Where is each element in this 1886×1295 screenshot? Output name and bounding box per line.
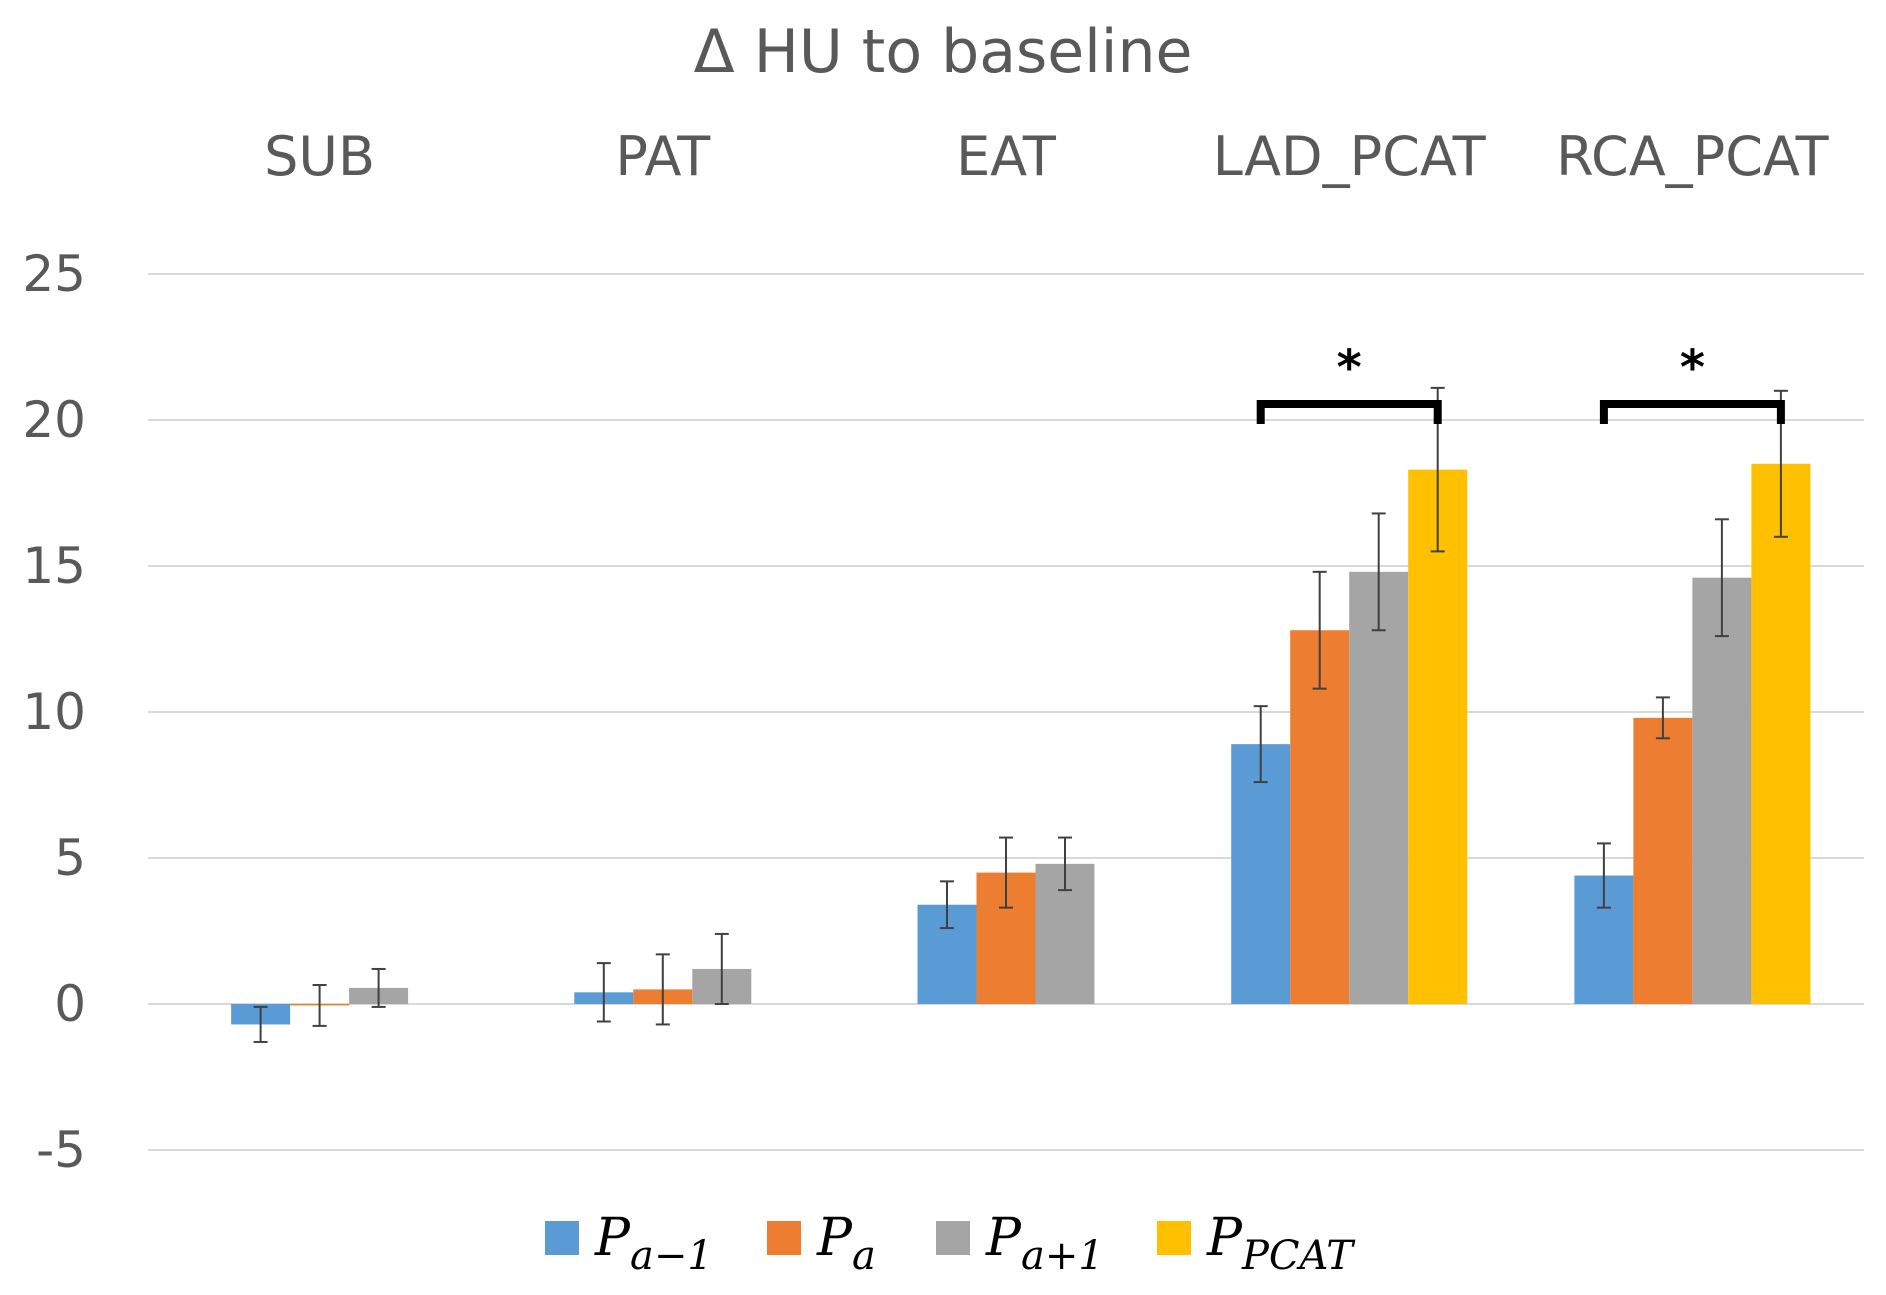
legend-item: Pa [767, 1208, 876, 1279]
category-label: PAT [615, 125, 711, 188]
bar [1290, 630, 1350, 1004]
error-bar [1058, 836, 1072, 892]
category-label: RCA_PCAT [1556, 125, 1829, 188]
legend-item: Pa+1 [936, 1208, 1104, 1279]
bar [1633, 717, 1693, 1004]
y-tick-label: -5 [36, 1121, 86, 1179]
legend-swatch [1157, 1221, 1191, 1255]
y-tick-label: 20 [22, 391, 86, 449]
chart-title: Δ HU to baseline [694, 17, 1193, 87]
y-tick-label: 5 [54, 829, 86, 887]
legend: Pa−1 Pa Pa+1 PPCAT [545, 1208, 1356, 1279]
bar [1692, 577, 1752, 1004]
category-label: SUB [264, 125, 375, 188]
significance-bracket: * [1256, 340, 1442, 424]
error-bar [1312, 570, 1327, 690]
error-bar [999, 836, 1013, 909]
error-bar [253, 1005, 268, 1043]
error-bar [371, 967, 386, 1008]
y-tick-label: 15 [22, 537, 86, 595]
error-bar [714, 932, 729, 1005]
legend-swatch [936, 1221, 970, 1255]
y-tick-label: 25 [22, 245, 86, 303]
error-bar [1655, 696, 1670, 740]
category-label: LAD_PCAT [1213, 125, 1487, 188]
error-bar [655, 953, 670, 1026]
error-bars [253, 386, 1788, 1043]
legend-item: Pa−1 [545, 1208, 713, 1279]
significance-star: * [1337, 340, 1362, 396]
error-bar [312, 984, 327, 1027]
error-bar [596, 962, 611, 1023]
y-tick-label: 10 [22, 683, 86, 741]
category-label: EAT [956, 125, 1057, 188]
bar [1231, 744, 1291, 1004]
bar [1408, 469, 1468, 1004]
category-labels: SUB PAT EAT LAD_PCAT RCA_PCAT [264, 125, 1829, 188]
significance-bracket: * [1599, 340, 1785, 424]
legend-swatch [545, 1221, 579, 1255]
error-bar [1371, 512, 1386, 632]
legend-swatch [767, 1221, 801, 1255]
y-tick-label: 0 [54, 975, 86, 1033]
error-bar [940, 880, 954, 930]
bar [1349, 571, 1409, 1004]
legend-item: PPCAT [1157, 1208, 1356, 1279]
error-bar [1253, 705, 1268, 784]
error-bar [1596, 842, 1611, 909]
legend-label: PPCAT [1206, 1208, 1356, 1279]
legend-label: Pa+1 [985, 1208, 1104, 1279]
legend-label: Pa−1 [594, 1208, 713, 1279]
bar [1751, 463, 1811, 1004]
error-bar [1714, 518, 1729, 638]
significance-star: * [1680, 340, 1705, 396]
bars [231, 463, 1811, 1025]
legend-label: Pa [816, 1208, 876, 1279]
y-axis-ticks: -5 0 5 10 15 20 25 [22, 245, 86, 1179]
significance-markers: * * [1256, 340, 1785, 424]
